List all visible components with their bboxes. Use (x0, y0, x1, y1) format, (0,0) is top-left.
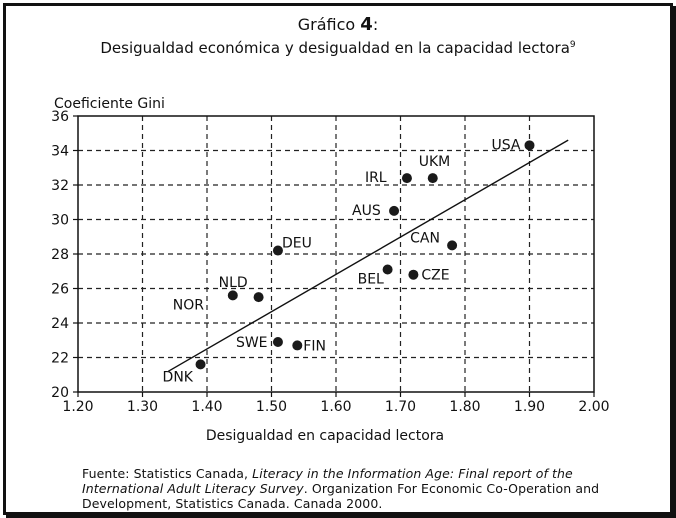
data-label-bel: BEL (358, 272, 384, 288)
source-title: Literacy in the Information Age: Final r… (82, 466, 573, 496)
y-tick-label: 26 (51, 282, 69, 298)
figure-frame: Gráfico 4: Desigualdad económica y desig… (3, 3, 673, 515)
data-label-swe: SWE (236, 335, 268, 351)
data-label-dnk: DNK (163, 369, 194, 385)
data-point-bel (382, 264, 393, 275)
y-tick-label: 36 (51, 109, 69, 125)
x-tick-label: 1.70 (385, 399, 416, 415)
x-tick-label: 1.50 (256, 399, 287, 415)
data-point-deu (272, 245, 283, 256)
source-prefix: Fuente: Statistics Canada, (82, 466, 253, 481)
data-label-irl: IRL (365, 170, 387, 186)
source-note: Fuente: Statistics Canada, Literacy in t… (54, 466, 654, 511)
data-point-cze (408, 269, 419, 280)
data-label-ukm: UKM (419, 154, 451, 170)
y-tick-label: 28 (51, 247, 69, 263)
data-label-can: CAN (410, 230, 440, 246)
y-tick-label: 24 (51, 316, 69, 332)
data-point-nor (227, 290, 238, 301)
trend-line (167, 139, 569, 372)
data-point-ukm (427, 173, 438, 184)
y-tick-label: 32 (51, 178, 69, 194)
x-tick-label: 1.60 (320, 399, 351, 415)
x-tick-label: 1.20 (62, 399, 93, 415)
x-tick-label: 1.30 (127, 399, 158, 415)
data-label-deu: DEU (282, 236, 312, 252)
y-axis-label: Coeficiente Gini (54, 96, 165, 112)
scatter-chart: 1.20 1.30 1.40 1.50 1.60 1.70 1.80 1.90 2.00 20 22… (51, 109, 609, 415)
data-label-cze: CZE (421, 268, 449, 284)
x-tick-label: 1.80 (449, 399, 480, 415)
data-label-nor: NOR (173, 297, 204, 313)
figure-title: Gráfico 4: (6, 14, 670, 35)
x-axis-label: Desigualdad en capacidad lectora (205, 428, 445, 444)
x-tick-label: 1.90 (514, 399, 545, 415)
data-label-usa: USA (492, 137, 521, 153)
title-prefix: Gráfico (297, 15, 361, 34)
data-point-dnk (195, 359, 206, 370)
data-point-nld (253, 292, 264, 303)
data-point-aus (389, 205, 400, 216)
subtitle-footnote-mark: 9 (569, 40, 576, 50)
data-point-irl (401, 173, 412, 184)
data-label-nld: NLD (219, 275, 248, 291)
data-point-fin (292, 340, 303, 351)
data-point-can (447, 240, 458, 251)
source-suffix: . Organization For Economic Co-Operation… (82, 481, 600, 511)
data-point-usa (524, 140, 535, 151)
x-tick-label: 1.40 (191, 399, 222, 415)
y-tick-label: 22 (51, 351, 69, 367)
x-axis-label-wrap: Desigualdad en capacidad lectora (6, 428, 652, 444)
y-tick-label: 34 (51, 144, 69, 160)
title-suffix: : (372, 15, 379, 34)
title-number: 4 (360, 14, 373, 35)
x-tick-label: 2.00 (578, 399, 609, 415)
data-point-swe (272, 336, 283, 347)
y-tick-label: 30 (51, 213, 69, 229)
data-label-aus: AUS (352, 203, 381, 219)
subtitle-text: Desigualdad económica y desigualdad en l… (100, 39, 570, 57)
y-tick-label: 20 (51, 385, 69, 401)
data-label-fin: FIN (303, 338, 326, 354)
figure-subtitle: Desigualdad económica y desigualdad en l… (6, 39, 670, 57)
